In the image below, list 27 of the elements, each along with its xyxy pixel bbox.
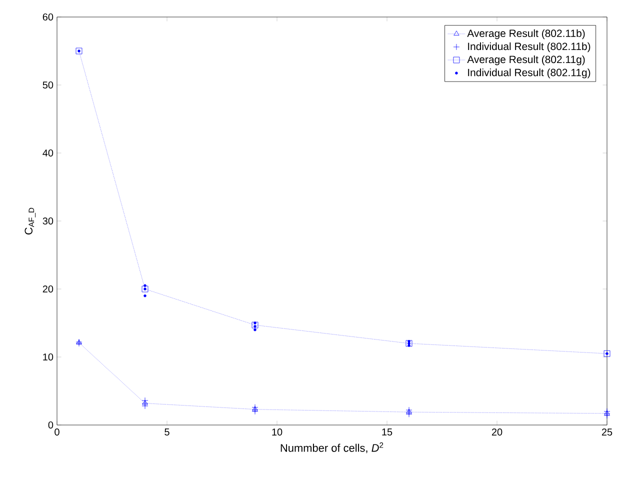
x-tick-label: 0 <box>54 428 60 436</box>
point <box>252 322 258 328</box>
x-tick-label: 10 <box>272 428 282 436</box>
legend-label: Average Result (802.11b) <box>467 29 585 40</box>
legend-label: Individual Result (802.11g) <box>468 68 590 78</box>
point <box>254 322 256 324</box>
x-tick-label: 25 <box>602 428 612 436</box>
x-tick-label: 20 <box>492 428 502 436</box>
legend-label: Average Result (802.11g) <box>467 55 585 66</box>
point <box>408 340 410 343</box>
y-tick-label: 0 <box>48 421 54 429</box>
y-axis-title: C$_{AF_D}$ <box>24 208 36 234</box>
y-tick-label: 30 <box>42 217 54 225</box>
y-tick-label: 20 <box>42 285 54 293</box>
point <box>408 344 410 347</box>
x-axis-title: Nummber of cells, D$^{2}$ <box>280 442 384 454</box>
y-tick-label: 50 <box>42 81 54 89</box>
point <box>254 325 256 328</box>
point <box>254 328 256 332</box>
x-tick-label: 15 <box>382 428 392 436</box>
point <box>144 284 146 287</box>
y-tick-label: 10 <box>43 353 54 361</box>
point <box>144 294 146 298</box>
y-tick-label: 40 <box>42 149 54 157</box>
legend-label: Individual Result (802.11b) <box>468 42 590 52</box>
x-tick-label: 5 <box>164 428 170 436</box>
y-tick-label: 60 <box>42 13 54 21</box>
